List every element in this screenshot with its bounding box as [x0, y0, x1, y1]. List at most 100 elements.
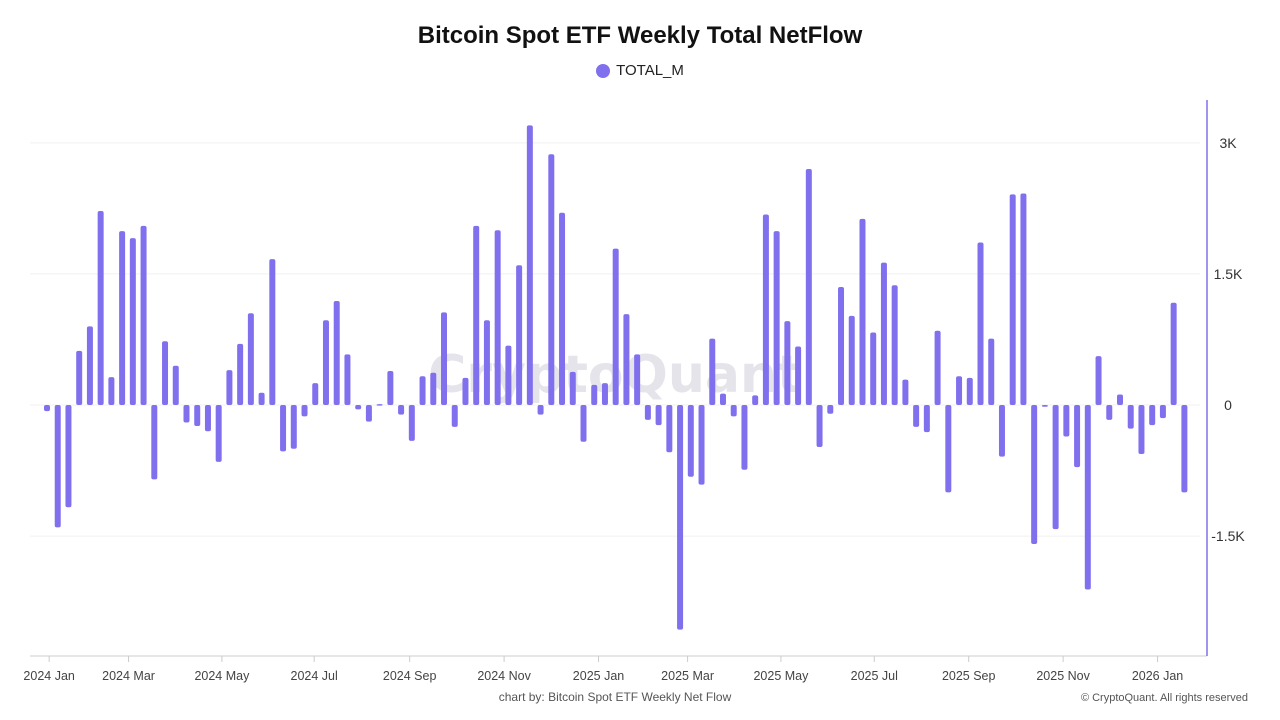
y-tick-label: 0: [1224, 397, 1232, 413]
bar: [76, 350, 83, 406]
bar: [119, 231, 126, 406]
bar: [773, 231, 780, 406]
bar: [966, 377, 973, 406]
x-tick-label: 2025 Mar: [661, 669, 714, 683]
bar: [687, 405, 694, 477]
bar: [1127, 405, 1134, 429]
bar: [237, 343, 244, 406]
bar: [591, 384, 598, 406]
bar: [612, 248, 619, 406]
bar: [752, 395, 759, 406]
x-tick-label: 2024 Jul: [291, 669, 338, 683]
bar: [1084, 405, 1091, 590]
x-tick-label: 2026 Jan: [1132, 669, 1183, 683]
bar: [526, 125, 533, 406]
bar: [601, 383, 608, 406]
bar: [634, 354, 641, 406]
chart-source: chart by: Bitcoin Spot ETF Weekly Net Fl…: [498, 690, 732, 704]
bar: [151, 405, 158, 480]
bar: [1106, 405, 1113, 420]
bar: [1181, 405, 1188, 493]
bar: [1052, 405, 1059, 530]
bar: [483, 320, 490, 406]
bar: [1009, 194, 1016, 406]
bar: [859, 218, 866, 406]
bar: [65, 405, 72, 508]
bar: [1117, 394, 1123, 406]
bar: [387, 370, 394, 406]
bar: [666, 405, 673, 453]
bar: [1074, 405, 1081, 468]
bar: [451, 405, 458, 427]
bar: [1149, 405, 1156, 426]
bar: [376, 404, 383, 406]
bar: [269, 259, 276, 406]
bar: [698, 405, 705, 485]
bar: [290, 405, 297, 449]
legend-label: TOTAL_M: [616, 62, 684, 79]
legend-swatch: [596, 63, 611, 78]
bar: [848, 315, 855, 406]
bar: [891, 285, 898, 406]
bar: [333, 301, 340, 406]
bar: [226, 370, 233, 406]
bar: [913, 405, 920, 427]
bar: [408, 405, 415, 441]
bar: [322, 320, 329, 406]
bar: [419, 376, 426, 406]
bar: [1020, 193, 1027, 406]
bar: [441, 312, 448, 406]
bar: [1170, 302, 1177, 406]
x-tick-label: 2025 Nov: [1036, 669, 1090, 683]
legend[interactable]: TOTAL_M: [0, 62, 1280, 79]
bar: [988, 338, 995, 406]
x-tick-label: 2024 Sep: [383, 669, 437, 683]
bar: [44, 405, 50, 412]
bar: [880, 262, 887, 406]
bar: [1159, 405, 1166, 419]
bar: [784, 321, 791, 406]
bar: [838, 287, 845, 406]
bar: [902, 379, 909, 406]
bar: [162, 341, 169, 406]
bar: [258, 392, 265, 406]
bar: [719, 393, 726, 406]
bar: [462, 377, 469, 406]
bar: [655, 405, 662, 426]
bar: [945, 405, 952, 493]
bar: [677, 405, 684, 630]
bar: [1095, 356, 1102, 406]
bar: [344, 354, 351, 406]
bar: [559, 212, 566, 406]
bar: [580, 405, 587, 442]
bar: [473, 225, 480, 406]
bar: [827, 405, 834, 414]
bar: [247, 313, 254, 406]
bar: [1031, 405, 1038, 544]
x-tick-label: 2024 Jan: [23, 669, 74, 683]
copyright: © CryptoQuant. All rights reserved: [1080, 692, 1248, 704]
bar: [183, 405, 190, 423]
bar: [816, 405, 823, 447]
bar: [204, 405, 211, 432]
x-tick-label: 2025 Jul: [851, 669, 898, 683]
bar: [312, 383, 319, 406]
bar: [1041, 405, 1048, 407]
x-tick-label: 2025 Sep: [942, 669, 996, 683]
bar: [644, 405, 651, 420]
bar: [355, 405, 362, 410]
bar: [805, 169, 812, 406]
bar: [54, 405, 61, 528]
bar: [998, 405, 1005, 457]
bar: [623, 314, 630, 406]
x-tick-label: 2024 May: [194, 669, 250, 683]
bar: [494, 230, 501, 406]
bar: [172, 365, 179, 406]
bar: [870, 332, 877, 406]
y-tick-label: -1.5K: [1211, 528, 1245, 544]
x-tick-label: 2024 Mar: [102, 669, 155, 683]
bar: [569, 371, 576, 406]
bar: [730, 405, 737, 417]
bar: [108, 377, 115, 406]
